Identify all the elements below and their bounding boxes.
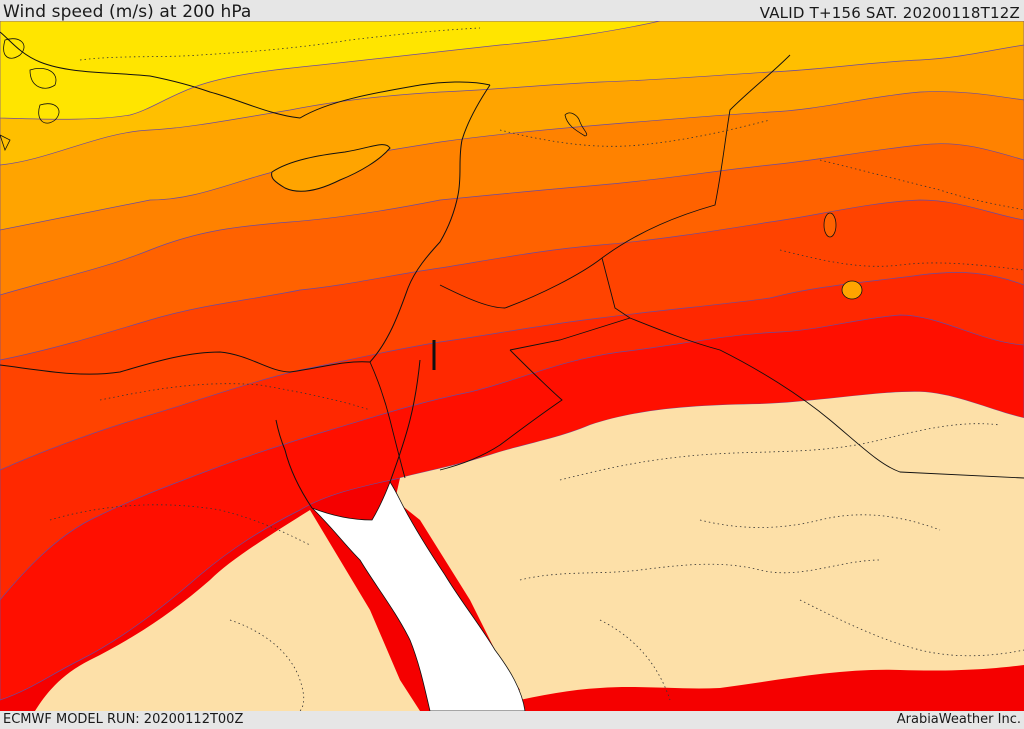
border-1	[439, 54, 791, 309]
valid-time: VALID T+156 SAT. 20200118T12Z	[759, 4, 1020, 22]
gulf-aqaba	[389, 359, 421, 483]
internal-borders	[49, 27, 1024, 711]
model-run: ECMWF MODEL RUN: 20200112T00Z	[3, 712, 244, 727]
aegean-islands	[0, 38, 60, 152]
gulf-suez	[275, 419, 313, 509]
border-3	[439, 317, 631, 471]
coastline-turkey	[0, 31, 491, 119]
coastline-levant	[0, 84, 491, 375]
border-2	[601, 257, 1024, 479]
lake-1	[841, 280, 863, 300]
band-weakest	[0, 21, 661, 120]
wind-speed-map[interactable]	[0, 21, 1024, 711]
lake-2	[823, 212, 837, 238]
band-south	[470, 665, 1024, 711]
header-bar: Wind speed (m/s) at 200 hPa VALID T+156 …	[0, 0, 1024, 22]
calm-area-egypt	[35, 510, 420, 711]
footer-bar: ECMWF MODEL RUN: 20200112T00Z ArabiaWeat…	[0, 711, 1024, 729]
coastline-cyprus	[271, 144, 391, 192]
border-4	[369, 361, 406, 479]
red-sea	[311, 481, 526, 711]
credit: ArabiaWeather Inc.	[896, 712, 1021, 727]
calm-area-arabia	[395, 391, 1024, 711]
lake-3	[564, 112, 588, 137]
map-title: Wind speed (m/s) at 200 hPa	[3, 2, 252, 22]
